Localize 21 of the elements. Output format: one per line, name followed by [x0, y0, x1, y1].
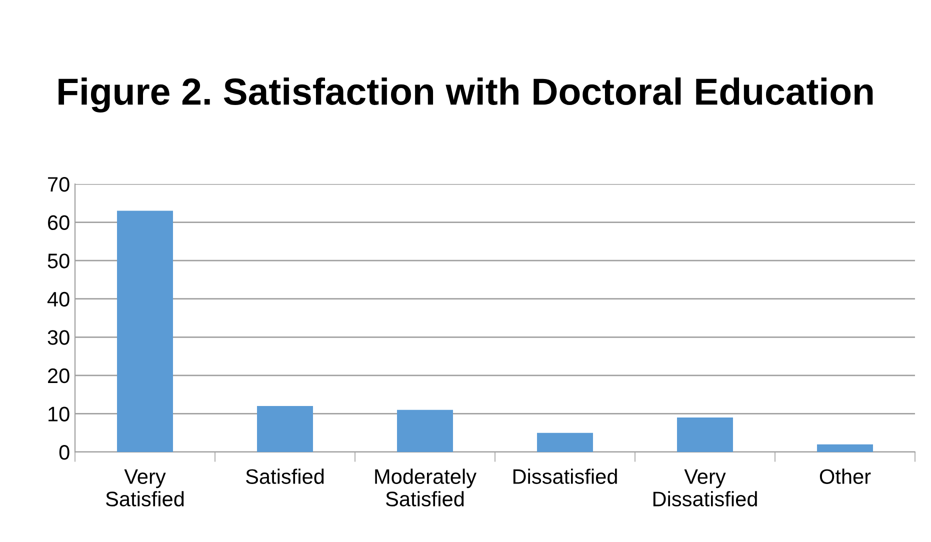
x-tick-label: Other — [820, 468, 871, 484]
bar — [677, 418, 733, 452]
x-tick-label: Very Satisfied — [106, 469, 184, 506]
x-tick-label: Very Dissatisfied — [653, 469, 757, 506]
y-tick-label: 50 — [48, 254, 70, 268]
y-tick-label: 40 — [47, 292, 70, 307]
bar — [117, 210, 173, 452]
x-tick-label: Dissatisfied — [513, 468, 617, 484]
y-tick-label: 60 — [48, 215, 70, 230]
y-tick-label: 70 — [48, 177, 70, 192]
bar — [817, 444, 873, 452]
y-tick-label: 20 — [48, 368, 70, 384]
y-tick-label: 10 — [48, 406, 70, 422]
chart-title: Figure 2. Satisfaction with Doctoral Education — [58, 77, 873, 113]
y-tick-label: 30 — [48, 330, 70, 345]
y-tick-label: 0 — [59, 445, 70, 460]
x-tick-label: Moderately Satisfied — [375, 468, 476, 506]
bar — [537, 432, 593, 452]
bar — [397, 410, 453, 452]
bar — [257, 406, 313, 452]
x-tick-label: Satisfied — [246, 468, 324, 484]
